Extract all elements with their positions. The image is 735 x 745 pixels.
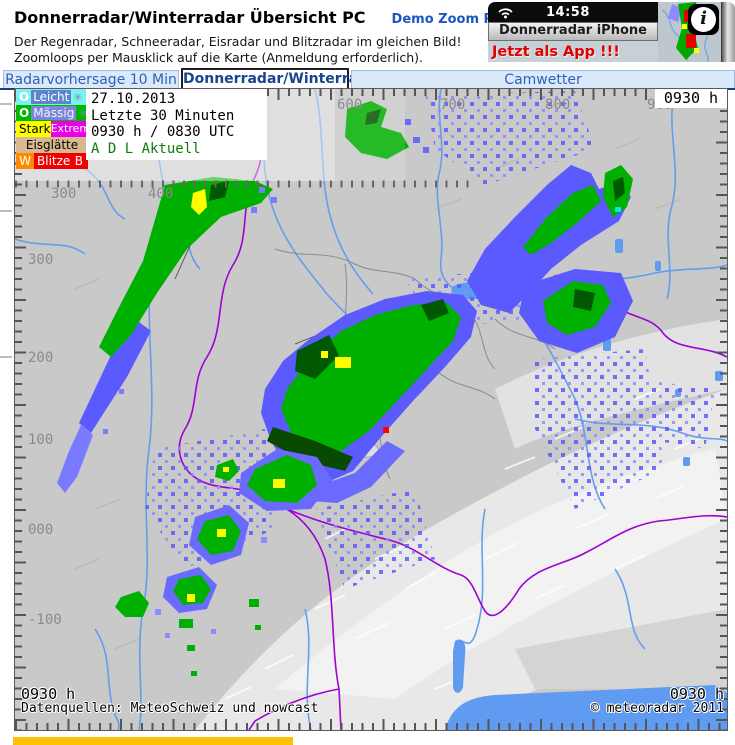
tab-bar: Radarvorhersage 10 Min Donnerradar/Winte… [0, 68, 735, 90]
iphone-app-promo[interactable]: 14:58 Donnerradar iPhone Jetzt als App !… [488, 2, 735, 62]
margin-tick [0, 103, 12, 105]
margin-tick [0, 210, 12, 212]
legend-label-stark: Stark [16, 121, 51, 137]
promo-app-link[interactable]: Jetzt als App !!! [492, 44, 620, 60]
legend-row-blitze: W Blitze B [16, 153, 88, 169]
radar-time: 0930 h / 0830 UTC [91, 124, 235, 140]
wifi-icon [497, 6, 514, 19]
page-title: Donnerradar/Winterradar Übersicht PC [14, 8, 366, 27]
snowflake-icon: ✳ [73, 90, 83, 104]
tab-camwetter[interactable]: Camwetter [351, 70, 735, 88]
legend-label-maessig: Mässig [31, 106, 77, 120]
promo-app-name: Donnerradar iPhone [488, 22, 658, 41]
description-line2: Zoomloops per Mausklick auf die Karte (A… [14, 50, 424, 65]
radar-info-box: 27.10.2013 Letzte 30 Minuten 0930 h / 08… [86, 89, 267, 160]
page-header: Donnerradar/Winterradar Übersicht PC Demo… [0, 0, 735, 66]
legend-label-blitze: Blitze [37, 154, 71, 168]
legend-label-b: B [74, 154, 83, 168]
radar-map-image [15, 89, 727, 730]
legend-label-w: W [16, 153, 34, 169]
radar-legend: O Leicht ✳ O Mässig ✳ Stark Extrem Eisgl… [16, 89, 88, 169]
promo-device-edge [721, 2, 735, 62]
legend-label-eisglaette: Eisglätte [25, 138, 79, 152]
snowflake-icon: ✳ [78, 106, 88, 120]
legend-row-leicht: O Leicht ✳ [16, 89, 88, 105]
demo-zoom-link[interactable]: Demo Zoom PC [391, 12, 503, 27]
radar-date: 27.10.2013 [91, 91, 176, 107]
tab-donnerradar-winterradar[interactable]: Donnerradar/Winterradar [181, 68, 384, 88]
tab-radarvorhersage[interactable]: Radarvorhersage 10 Min [3, 70, 179, 88]
legend-row-stark-extrem: Stark Extrem [16, 121, 88, 137]
legend-circle-glyph: O [19, 106, 30, 120]
promo-status-bar: 14:58 [488, 2, 658, 22]
timestamp-top-right: 0930 h [655, 89, 727, 108]
description-line1: Der Regenradar, Schneeradar, Eisradar un… [14, 34, 462, 49]
radar-map[interactable]: 500 600 700 800 900 300 200 100 000 -100… [14, 88, 728, 731]
radar-status: A D L Aktuell [91, 140, 201, 157]
legend-label-leicht: Leicht [31, 90, 72, 104]
promo-clock: 14:58 [546, 4, 590, 20]
legend-circle-glyph: O [19, 90, 30, 104]
bottom-highlight-bar [13, 737, 293, 745]
info-icon[interactable]: i [688, 4, 719, 35]
radar-period: Letzte 30 Minuten [91, 107, 235, 124]
legend-row-maessig: O Mässig ✳ [16, 105, 88, 121]
margin-tick [0, 356, 12, 358]
page-description: Der Regenradar, Schneeradar, Eisradar un… [0, 27, 735, 66]
legend-label-extrem: Extrem [50, 121, 88, 137]
legend-row-eisglaette: Eisglätte [16, 137, 88, 153]
